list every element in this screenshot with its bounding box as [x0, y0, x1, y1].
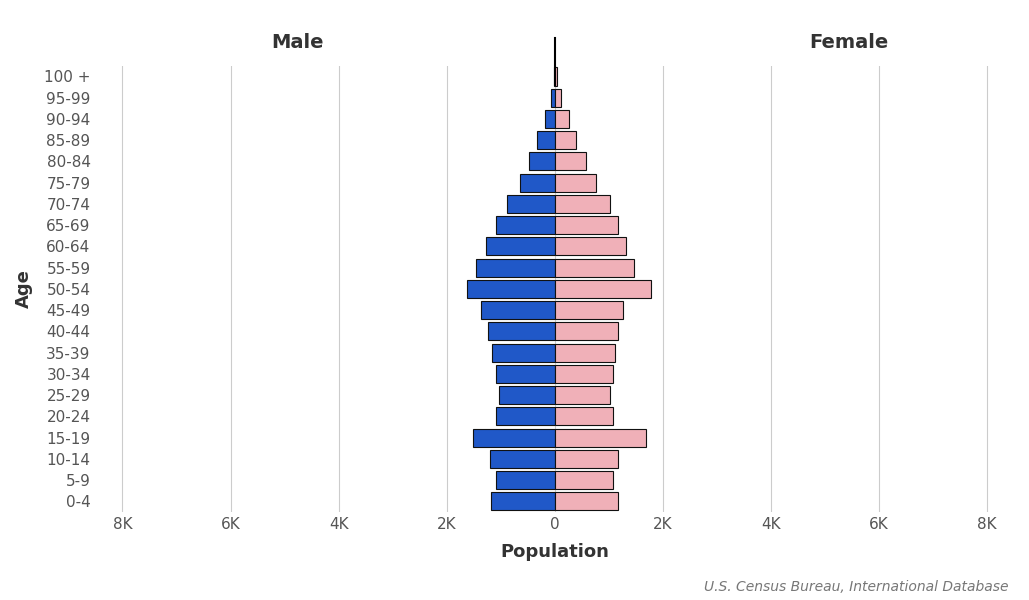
Bar: [486, 238, 555, 256]
Bar: [520, 173, 555, 192]
Bar: [496, 365, 555, 383]
Y-axis label: Age: Age: [15, 269, 33, 308]
Bar: [476, 259, 555, 277]
Bar: [555, 280, 651, 298]
Bar: [498, 386, 555, 404]
Bar: [555, 344, 614, 362]
Bar: [555, 67, 557, 86]
Bar: [555, 238, 626, 256]
Bar: [555, 173, 596, 192]
Bar: [555, 471, 613, 489]
Bar: [555, 407, 613, 425]
Bar: [555, 131, 576, 149]
Bar: [555, 152, 587, 170]
Bar: [555, 110, 569, 128]
Bar: [507, 195, 555, 213]
Text: Male: Male: [272, 34, 324, 52]
Bar: [555, 493, 618, 511]
Bar: [490, 450, 555, 468]
Bar: [555, 365, 612, 383]
Bar: [488, 322, 555, 340]
Bar: [537, 131, 555, 149]
Text: Female: Female: [809, 34, 888, 52]
Bar: [496, 407, 555, 425]
Bar: [467, 280, 555, 298]
Bar: [555, 89, 562, 107]
Bar: [555, 386, 610, 404]
Bar: [492, 344, 555, 362]
Bar: [473, 428, 555, 446]
Bar: [555, 216, 618, 234]
X-axis label: Population: Population: [500, 543, 609, 561]
Bar: [544, 110, 555, 128]
Bar: [491, 493, 555, 511]
Bar: [482, 301, 555, 319]
Bar: [496, 471, 555, 489]
Bar: [555, 259, 634, 277]
Bar: [555, 428, 645, 446]
Bar: [529, 152, 555, 170]
Bar: [496, 216, 555, 234]
Bar: [555, 322, 618, 340]
Text: U.S. Census Bureau, International Database: U.S. Census Bureau, International Databa…: [704, 580, 1008, 594]
Bar: [555, 301, 624, 319]
Bar: [555, 195, 610, 213]
Bar: [551, 89, 555, 107]
Bar: [555, 450, 618, 468]
